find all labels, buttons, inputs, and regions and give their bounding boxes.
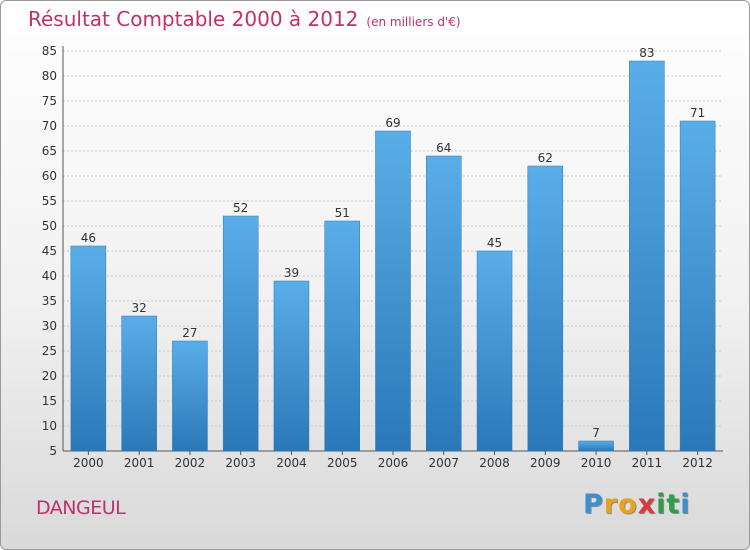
logo-letter: r <box>603 489 619 520</box>
logo-letter: i <box>656 489 667 520</box>
x-tick-label-2010: 2010 <box>581 456 612 470</box>
y-tick-label: 15 <box>42 394 57 408</box>
y-tick-label: 60 <box>42 169 57 183</box>
logo-letter: x <box>637 489 657 520</box>
y-tick-label: 45 <box>42 244 57 258</box>
x-tick-label-2008: 2008 <box>479 456 510 470</box>
bar-2008 <box>476 250 513 452</box>
x-tick-label-2006: 2006 <box>378 456 409 470</box>
proxiti-logo: Proxiti <box>583 489 691 520</box>
y-tick-label: 85 <box>42 44 57 58</box>
x-tick-label-2004: 2004 <box>276 456 307 470</box>
x-tick-label-2000: 2000 <box>73 456 104 470</box>
y-tick-label: 55 <box>42 194 57 208</box>
bar-2011 <box>629 60 665 452</box>
y-tick-label: 65 <box>42 144 57 158</box>
bar-2001 <box>121 315 157 452</box>
bar-2012 <box>679 120 716 452</box>
bar-2005 <box>324 220 360 452</box>
x-tick-label-2009: 2009 <box>530 456 561 470</box>
y-tick-label: 40 <box>42 269 57 283</box>
value-label-2011: 83 <box>639 46 654 60</box>
value-label-2009: 62 <box>538 151 553 165</box>
y-tick-label: 20 <box>42 369 57 383</box>
value-label-2003: 52 <box>233 201 248 215</box>
bar-2009 <box>527 165 564 452</box>
y-tick-label: 80 <box>42 69 57 83</box>
y-tick-label: 30 <box>42 319 57 333</box>
value-label-2008: 45 <box>487 236 502 250</box>
value-label-2006: 69 <box>385 116 400 130</box>
logo-letter: i <box>680 489 691 520</box>
y-tick-label: 50 <box>42 219 57 233</box>
y-tick-label: 10 <box>42 419 57 433</box>
value-label-2002: 27 <box>182 326 197 340</box>
y-tick-label: 70 <box>42 119 57 133</box>
x-tick-label-2005: 2005 <box>327 456 358 470</box>
y-tick-label: 25 <box>42 344 57 358</box>
bar-2007 <box>426 155 462 452</box>
x-tick-label-2011: 2011 <box>632 456 663 470</box>
x-tick-label-2001: 2001 <box>124 456 155 470</box>
bar-2003 <box>222 215 259 452</box>
chart-title: Résultat Comptable 2000 à 2012 (en millie… <box>28 7 461 31</box>
logo-letter: P <box>583 489 604 520</box>
bar-2004 <box>273 280 310 452</box>
town-name: DANGEUL <box>36 497 126 519</box>
title-text: Résultat Comptable 2000 à 2012 <box>28 7 359 31</box>
value-label-2000: 46 <box>81 231 96 245</box>
y-tick-label: 75 <box>42 94 57 108</box>
x-tick-label-2003: 2003 <box>225 456 256 470</box>
logo-letter: o <box>618 489 638 520</box>
y-tick-label: 35 <box>42 294 57 308</box>
value-label-2012: 71 <box>690 106 705 120</box>
y-tick-label: 5 <box>49 444 57 458</box>
value-label-2010: 7 <box>592 426 600 440</box>
bar-2010 <box>578 440 614 452</box>
value-label-2001: 32 <box>132 301 147 315</box>
logo-letter: t <box>666 489 681 520</box>
bar-2000 <box>70 245 107 452</box>
x-tick-label-2002: 2002 <box>175 456 206 470</box>
bar-2006 <box>375 130 411 452</box>
value-label-2007: 64 <box>436 141 451 155</box>
x-tick-label-2012: 2012 <box>682 456 713 470</box>
bar-2002 <box>172 340 208 452</box>
value-label-2005: 51 <box>335 206 350 220</box>
x-tick-label-2007: 2007 <box>428 456 459 470</box>
chart-subtitle: (en milliers d'€) <box>366 15 461 29</box>
value-label-2004: 39 <box>284 266 299 280</box>
